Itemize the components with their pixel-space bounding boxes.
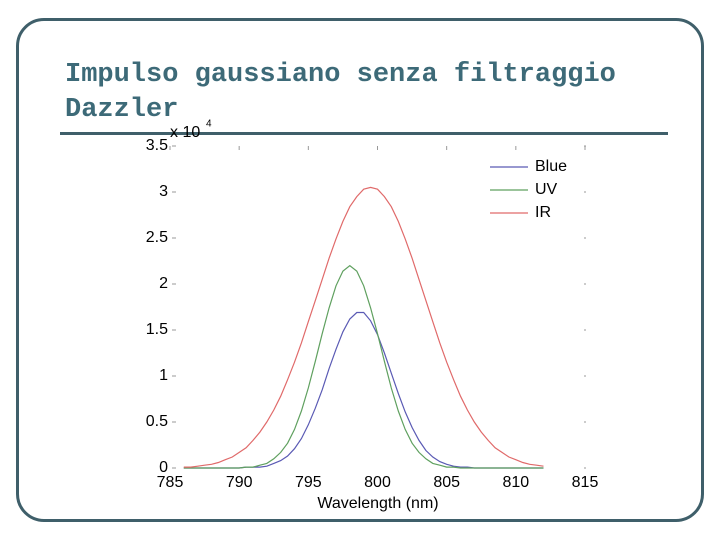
series-line — [183, 311, 544, 469]
x-tick-label: 790 — [226, 474, 253, 491]
y-tick-label: 2.5 — [146, 229, 168, 246]
legend-label: Blue — [535, 158, 567, 175]
legend-label: UV — [535, 181, 558, 198]
series-line — [183, 264, 544, 469]
y-multiplier: x 10 — [170, 124, 200, 141]
legend-label: IR — [535, 204, 551, 221]
x-tick-label: 795 — [295, 474, 322, 491]
x-tick-label: 805 — [433, 474, 460, 491]
y-tick-label: 1.5 — [146, 321, 168, 338]
y-tick-label: 0 — [159, 459, 168, 476]
slide-title: Impulso gaussiano senza filtraggio Dazzl… — [65, 60, 616, 125]
y-tick-label: 3 — [159, 183, 168, 200]
x-tick-label: 810 — [502, 474, 529, 491]
y-tick-label: 1 — [159, 367, 168, 384]
y-tick-label: 3.5 — [146, 137, 168, 154]
y-tick-label: 2 — [159, 275, 168, 292]
x-axis-label: Wavelength (nm) — [317, 495, 438, 512]
y-tick-label: 0.5 — [146, 413, 168, 430]
title-rule — [60, 132, 668, 135]
y-multiplier-exponent: 4 — [206, 119, 212, 130]
slide-frame — [16, 18, 704, 522]
series-line — [183, 186, 544, 468]
x-tick-label: 815 — [572, 474, 599, 491]
x-tick-label: 800 — [364, 474, 391, 491]
x-tick-label: 785 — [157, 474, 184, 491]
